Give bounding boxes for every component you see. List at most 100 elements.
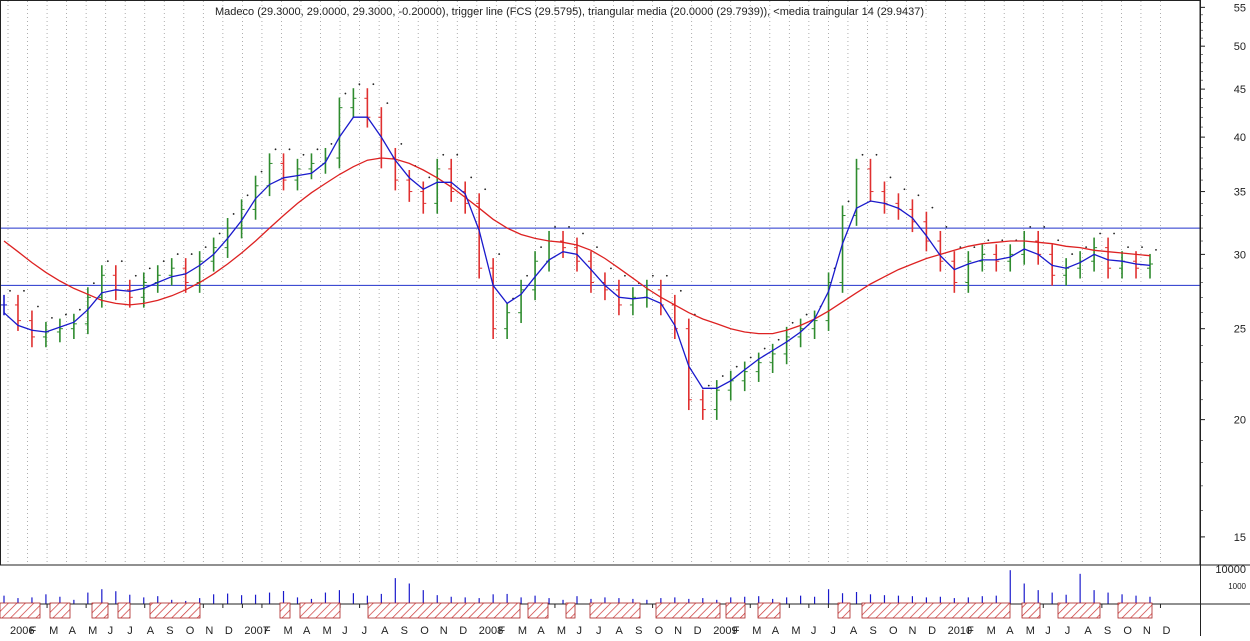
trigger-dot	[665, 274, 668, 277]
x-tick-label: F	[264, 625, 271, 636]
x-tick-label: J	[342, 625, 348, 636]
trigger-dot	[302, 153, 305, 156]
short-triangular-average-line	[3, 116, 1151, 389]
trigger-dot	[456, 153, 459, 156]
x-tick-label: M	[49, 625, 58, 636]
trigger-dot	[92, 282, 95, 285]
trigger-dot	[78, 308, 81, 311]
trigger-dot	[1085, 246, 1088, 249]
trigger-dot	[847, 200, 850, 203]
trigger-dot	[330, 143, 333, 145]
trigger-dot	[316, 148, 319, 151]
trigger-dot	[470, 176, 473, 179]
x-tick-label: O	[420, 625, 429, 636]
x-tick-label: N	[440, 625, 448, 636]
x-tick-label: O	[655, 625, 664, 636]
trigger-dot	[498, 253, 501, 255]
x-tick-label: J	[1065, 625, 1071, 636]
x-tick-label: J	[576, 625, 582, 636]
x-tick-label: S	[166, 625, 173, 636]
x-tick-label: S	[635, 625, 642, 636]
calendar-hatch-block	[565, 602, 576, 619]
x-tick-label: D	[1162, 625, 1170, 636]
x-tick-label: J	[1045, 625, 1051, 636]
trigger-dot	[917, 194, 920, 197]
x-tick-label: J	[830, 625, 836, 636]
y-tick-label: 35	[1234, 187, 1246, 199]
calendar-hatch-block	[527, 602, 549, 619]
trigger-dot	[889, 176, 892, 179]
trigger-dot	[176, 253, 179, 255]
trigger-dot	[540, 246, 542, 249]
trigger-dot	[735, 365, 738, 368]
trigger-dot	[973, 246, 976, 249]
trigger-dot	[596, 246, 598, 249]
trigger-dot	[624, 274, 626, 277]
calendar-hatch-block	[589, 602, 641, 619]
trigger-dot	[679, 289, 682, 292]
x-tick-label: J	[811, 625, 817, 636]
x-tick-label: F	[967, 625, 974, 636]
trigger-dot	[204, 246, 207, 249]
trigger-dot	[344, 92, 347, 95]
x-tick-label: A	[381, 625, 389, 636]
x-tick-label: M	[557, 625, 566, 636]
trigger-dot	[372, 83, 375, 86]
trigger-dot	[232, 213, 235, 215]
calendar-hatch-block	[757, 602, 781, 619]
trigger-dot	[386, 102, 389, 105]
trigger-dot	[1029, 225, 1032, 228]
volume-tick-label: 1000	[1228, 582, 1246, 591]
x-tick-label: M	[791, 625, 800, 636]
y-tick-label: 25	[1234, 324, 1246, 336]
x-tick-label: N	[909, 625, 917, 636]
x-tick-label: 2008	[479, 625, 503, 636]
trigger-dot	[568, 225, 570, 228]
x-tick-label: S	[401, 625, 408, 636]
trigger-dot	[721, 375, 724, 377]
trigger-dot	[1043, 225, 1046, 228]
calendar-hatch-block	[1021, 602, 1041, 619]
trigger-dot	[903, 188, 906, 191]
grid-layer	[7, 1, 1161, 565]
x-tick-label: J	[127, 625, 133, 636]
x-tick-label: O	[889, 625, 898, 636]
calendar-hatch-block	[655, 602, 721, 619]
x-tick-label: 2010	[948, 625, 972, 636]
trigger-dot	[931, 206, 934, 209]
price-pane-frame	[0, 0, 1201, 566]
trigger-dot	[484, 188, 487, 191]
x-tick-label: F	[733, 625, 740, 636]
x-tick-label: F	[30, 625, 37, 636]
y-tick-label: 50	[1234, 41, 1246, 53]
trigger-dot	[526, 274, 528, 277]
trigger-dot	[190, 253, 193, 255]
y-tick-label: 20	[1234, 415, 1246, 427]
x-tick-label: O	[186, 625, 195, 636]
calendar-hatch-block	[149, 602, 201, 619]
trigger-dot	[246, 194, 249, 197]
x-tick-label: A	[772, 625, 780, 636]
x-tick-label: M	[323, 625, 332, 636]
x-tick-label: 2007	[244, 625, 268, 636]
x-tick-label: M	[987, 625, 996, 636]
trigger-dot	[134, 274, 137, 277]
trigger-dot	[358, 83, 361, 86]
x-tick-label: N	[674, 625, 682, 636]
y-tick-label: 55	[1234, 2, 1246, 14]
x-tick-label: M	[88, 625, 97, 636]
trigger-dot	[610, 267, 612, 270]
price-layer	[0, 83, 1200, 420]
calendar-hatch-block	[279, 602, 291, 619]
long-triangular-average-line	[3, 157, 1151, 335]
calendar-hatch-block	[0, 602, 41, 619]
trigger-dot	[1071, 253, 1074, 255]
x-tick-label: 2009	[713, 625, 737, 636]
calendar-hatch-block	[1117, 602, 1153, 619]
trigger-dot	[861, 153, 864, 156]
x-tick-label: A	[537, 625, 545, 636]
trigger-dot	[37, 305, 39, 308]
chart-title: Madeco (29.3000, 29.0000, 29.3000, -0.20…	[215, 6, 924, 18]
trigger-dot	[274, 148, 277, 151]
